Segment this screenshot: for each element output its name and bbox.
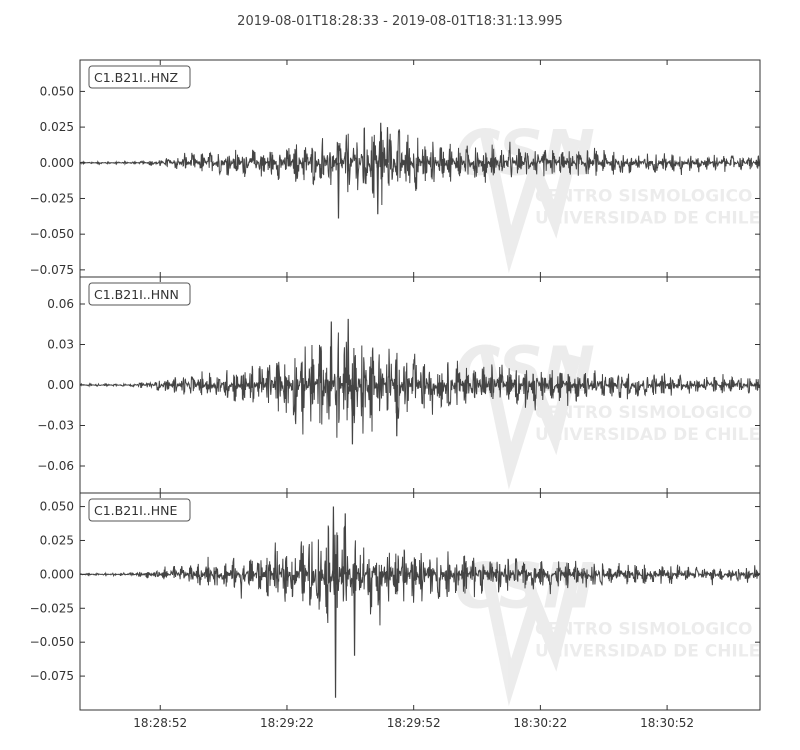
watermark-line-1: CENTRO SISMOLOGICO NACIONAL <box>535 403 800 423</box>
chart-title: 2019-08-01T18:28:33 - 2019-08-01T18:31:1… <box>237 14 563 29</box>
y-tick-label: −0.03 <box>37 419 74 433</box>
y-tick-label: 0.00 <box>47 378 74 392</box>
y-tick-label: 0.000 <box>40 156 74 170</box>
y-tick-label: −0.06 <box>37 459 74 473</box>
station-label: C1.B21I..HNE <box>94 503 178 518</box>
y-tick-label: 0.06 <box>47 297 74 311</box>
waveform-peak-1 <box>332 506 335 575</box>
waveform-peak-4 <box>353 574 356 656</box>
y-tick-label: 0.025 <box>40 533 74 547</box>
waveform-peak-3 <box>344 513 347 575</box>
y-tick-label: 0.050 <box>40 84 74 98</box>
y-tick-label: −0.050 <box>30 227 74 241</box>
waveform-peak-3 <box>351 384 354 445</box>
waveform-peak-2 <box>376 162 379 215</box>
watermark-line-1: CENTRO SISMOLOGICO NACIONAL <box>535 619 800 639</box>
station-label-frame <box>88 65 191 89</box>
panel-frame <box>79 59 761 278</box>
watermark-logo-mark <box>479 128 581 274</box>
watermark-logo-mark <box>479 561 581 707</box>
watermark-line-2: UNIVERSIDAD DE CHILE <box>535 208 760 228</box>
x-tick-label: 18:29:52 <box>387 716 441 730</box>
y-tick-label: −0.050 <box>30 635 74 649</box>
waveform-peak-4 <box>395 384 398 437</box>
panel-frame <box>79 492 761 711</box>
waveform-peak-4 <box>386 127 389 163</box>
x-tick-label: 18:30:52 <box>640 716 694 730</box>
station-label-box: C1.B21I..HNE <box>88 498 191 522</box>
x-axis: 18:28:52 18:29:22 18:29:52 18:30:22 18:30:52 <box>133 716 694 730</box>
station-label-box: C1.B21I..HNZ <box>88 65 191 89</box>
station-label: C1.B21I..HNN <box>94 287 179 302</box>
waveform-peak-1 <box>337 162 340 219</box>
y-tick-label: −0.075 <box>30 669 74 683</box>
station-label-box: C1.B21I..HNN <box>88 282 191 306</box>
waveform-trace <box>80 127 760 206</box>
waveform-trace <box>80 525 760 626</box>
waveform-peak-2 <box>334 574 337 698</box>
waveform-peak-2 <box>347 318 350 386</box>
station-label: C1.B21I..HNZ <box>94 70 178 85</box>
y-tick-label: 0.050 <box>40 500 74 514</box>
watermark-line-1: CENTRO SISMOLOGICO NACIONAL <box>535 186 800 206</box>
x-tick-label: 18:30:22 <box>513 716 567 730</box>
x-tick-label: 18:28:52 <box>133 716 187 730</box>
y-tick-label: −0.025 <box>30 601 74 615</box>
x-tick-label: 18:29:22 <box>260 716 314 730</box>
y-tick-label: 0.03 <box>47 338 74 352</box>
y-tick-label: 0.000 <box>40 567 74 581</box>
waveform-peak-3 <box>379 122 382 163</box>
waveform-trace <box>80 332 760 438</box>
y-tick-label: −0.075 <box>30 263 74 277</box>
watermark-line-2: UNIVERSIDAD DE CHILE <box>535 425 760 445</box>
y-tick-label: −0.025 <box>30 191 74 205</box>
y-tick-label: 0.025 <box>40 120 74 134</box>
waveform-peak-1 <box>330 321 333 386</box>
station-label-frame <box>88 282 191 306</box>
station-label-frame <box>88 498 191 522</box>
watermark-line-2: UNIVERSIDAD DE CHILE <box>535 641 760 661</box>
